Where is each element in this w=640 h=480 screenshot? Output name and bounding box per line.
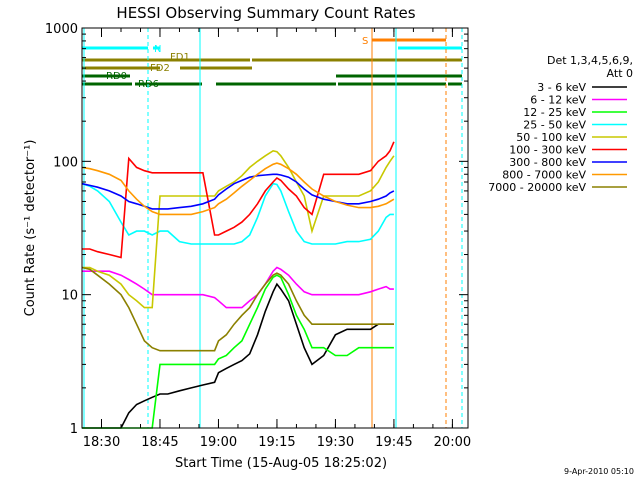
- legend-label: 12 - 25 keV: [523, 106, 586, 119]
- chart-title: HESSI Observing Summary Count Rates: [116, 4, 415, 22]
- series-line: [82, 266, 394, 309]
- x-tick-label: 20:00: [434, 435, 471, 450]
- legend-label: 50 - 100 keV: [516, 131, 586, 144]
- x-tick-label: 18:30: [83, 435, 120, 450]
- series-line: [81, 162, 395, 216]
- x-axis-ticks: 18:30 18:45 19:00 19:15 19:30 19:45 20:00: [81, 28, 471, 450]
- legend-label: 300 - 800 keV: [509, 156, 586, 169]
- x-tick-label: 19:45: [375, 435, 412, 450]
- legend-label: 25 - 50 keV: [523, 119, 586, 132]
- legend-header-line-1: Det 1,3,4,5,6,9,: [547, 54, 633, 67]
- series-line: [81, 182, 394, 245]
- y-tick-label: 1000: [45, 22, 78, 37]
- y-tick-label: 10: [61, 289, 78, 304]
- segment-label: FD2: [150, 63, 170, 74]
- series-line: [82, 141, 395, 259]
- legend-label: 800 - 7000 keV: [502, 169, 586, 182]
- series-line: [82, 149, 395, 309]
- y-axis-label: Count Rate (s⁻¹ detector⁻¹): [23, 140, 38, 317]
- x-tick-label: 19:15: [258, 435, 295, 450]
- segment-label: RD0: [106, 71, 127, 82]
- legend-label: 3 - 6 keV: [537, 81, 586, 94]
- plot-frame: [81, 27, 469, 429]
- segment-label: S: [362, 36, 368, 47]
- legend-label: 6 - 12 keV: [530, 94, 586, 107]
- series-line: [81, 266, 394, 352]
- segment-label: N: [154, 44, 161, 55]
- series-line: [82, 274, 394, 429]
- footer-timestamp: 9-Apr-2010 05:10: [564, 467, 634, 476]
- segment-label: RD6: [138, 79, 159, 90]
- x-axis-label: Start Time (15-Aug-05 18:25:02): [175, 456, 387, 471]
- y-tick-label: 100: [53, 155, 78, 170]
- legend-label: 7000 - 20000 keV: [488, 181, 586, 194]
- legend-header-line-2: Att 0: [607, 67, 633, 80]
- series-line: [81, 173, 395, 210]
- y-tick-label: 1: [70, 422, 78, 437]
- series-layer: [81, 141, 395, 429]
- y-axis-ticks: 1 10 100 1000: [45, 22, 468, 437]
- legend-label: 100 - 300 keV: [509, 144, 586, 157]
- x-tick-label: 18:45: [141, 435, 178, 450]
- x-tick-label: 19:30: [317, 435, 354, 450]
- segment-label: FD1: [170, 52, 190, 63]
- x-tick-label: 19:00: [200, 435, 237, 450]
- series-line: [82, 282, 394, 429]
